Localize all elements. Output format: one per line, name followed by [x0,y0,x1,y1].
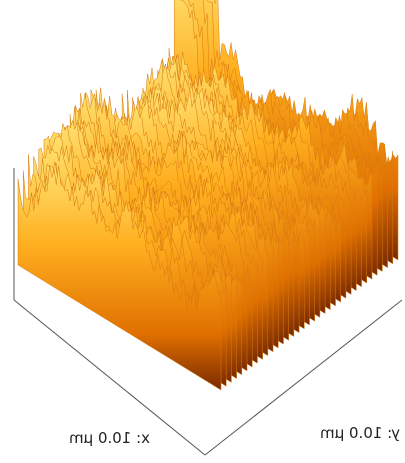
surface [18,0,398,390]
x-axis-label: x: 10.0 μm [69,429,150,447]
afm-surface-image: x: 10.0 μm y: 10.0 μm [0,0,405,463]
y-axis-label: y: 10.0 μm [320,424,400,442]
